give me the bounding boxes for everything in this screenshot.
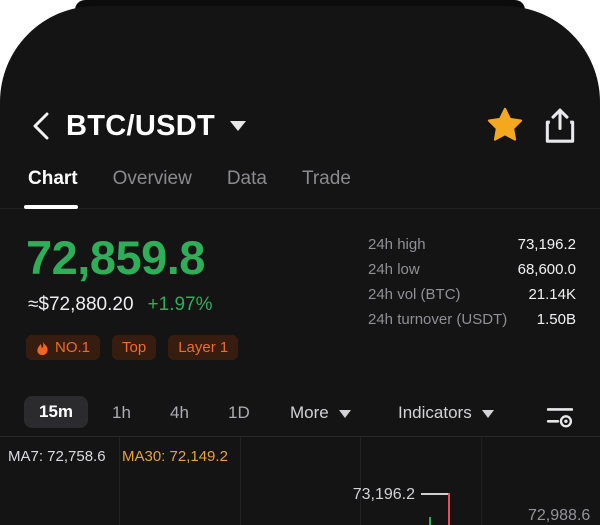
indicator-settings-icon: [546, 408, 574, 428]
fiat-price: ≈$72,880.20: [28, 294, 134, 315]
favorite-button[interactable]: [486, 106, 524, 144]
stat-value: 1.50B: [536, 311, 576, 328]
stats-panel: 24h high 73,196.2 24h low 68,600.0 24h v…: [368, 232, 576, 332]
high-annotation-line: [421, 493, 449, 495]
symbol-selector[interactable]: BTC/USDT: [66, 104, 246, 148]
indicators-label: Indicators: [398, 403, 472, 422]
timeframe-15m[interactable]: 15m: [24, 396, 89, 428]
badge-row: NO.1 Top Layer 1: [26, 335, 239, 360]
gridline: [119, 437, 120, 525]
badge-label: Top: [122, 339, 147, 356]
more-dropdown[interactable]: More: [290, 403, 351, 423]
red-candle-wick: [448, 493, 450, 525]
badge-label: NO.1: [55, 339, 91, 356]
timeframe-4h[interactable]: 4h: [170, 403, 189, 422]
stat-label: 24h vol (BTC): [368, 286, 461, 303]
flame-icon: [37, 339, 48, 355]
badge-no1[interactable]: NO.1: [26, 335, 101, 360]
stat-label: 24h turnover (USDT): [368, 311, 508, 328]
chevron-down-icon: [230, 121, 246, 131]
stat-value: 73,196.2: [517, 236, 576, 253]
indicator-settings-button[interactable]: [546, 405, 574, 429]
timeframe-1d[interactable]: 1D: [228, 403, 250, 422]
chevron-down-icon: [481, 410, 494, 418]
share-button[interactable]: [543, 107, 579, 145]
stat-row-vol: 24h vol (BTC) 21.14K: [368, 282, 576, 307]
price-label-partial: 72,988.6: [528, 507, 591, 524]
chevron-left-icon: [33, 112, 49, 140]
stat-value: 21.14K: [528, 286, 576, 303]
gridline: [481, 437, 482, 525]
stat-row-turnover: 24h turnover (USDT) 1.50B: [368, 307, 576, 332]
divider: [0, 208, 600, 209]
more-label: More: [290, 403, 329, 422]
badge-label: Layer 1: [178, 339, 229, 356]
chevron-down-icon: [338, 410, 351, 418]
tab-trade[interactable]: Trade: [301, 168, 351, 189]
gridline: [360, 437, 361, 525]
stat-label: 24h low: [368, 261, 420, 278]
change-percent: +1.97%: [147, 294, 213, 315]
stat-row-high: 24h high 73,196.2: [368, 232, 576, 257]
last-price: 72,859.8: [26, 231, 205, 284]
green-candle-wick: [429, 517, 431, 525]
stat-value: 68,600.0: [517, 261, 576, 278]
tab-bar: Chart Overview Data Trade: [28, 168, 351, 190]
high-price-annotation: 73,196.2: [352, 486, 415, 503]
ma7-legend: MA7: 72,758.6: [8, 448, 106, 465]
gridline: [240, 437, 241, 525]
back-button[interactable]: [30, 108, 66, 144]
star-icon: [487, 107, 523, 141]
trading-sheet: BTC/USDT Chart Overview Data Trade 72,85…: [0, 6, 600, 525]
badge-top[interactable]: Top: [112, 335, 157, 360]
badge-layer1[interactable]: Layer 1: [168, 335, 239, 360]
tab-data[interactable]: Data: [226, 168, 267, 189]
stat-label: 24h high: [368, 236, 426, 253]
stat-row-low: 24h low 68,600.0: [368, 257, 576, 282]
indicators-dropdown[interactable]: Indicators: [398, 403, 494, 423]
timeframe-1h[interactable]: 1h: [112, 403, 131, 422]
tab-chart[interactable]: Chart: [28, 168, 78, 189]
chart-area[interactable]: MA7: 72,758.6 MA30: 72,149.2 73,196.2 72…: [0, 436, 600, 525]
ma30-legend: MA30: 72,149.2: [122, 448, 228, 465]
share-icon: [545, 108, 575, 143]
symbol-title: BTC/USDT: [66, 109, 215, 142]
price-subrow: ≈$72,880.20 +1.97%: [28, 294, 213, 316]
active-tab-underline: [24, 205, 78, 209]
tab-overview[interactable]: Overview: [112, 168, 192, 189]
